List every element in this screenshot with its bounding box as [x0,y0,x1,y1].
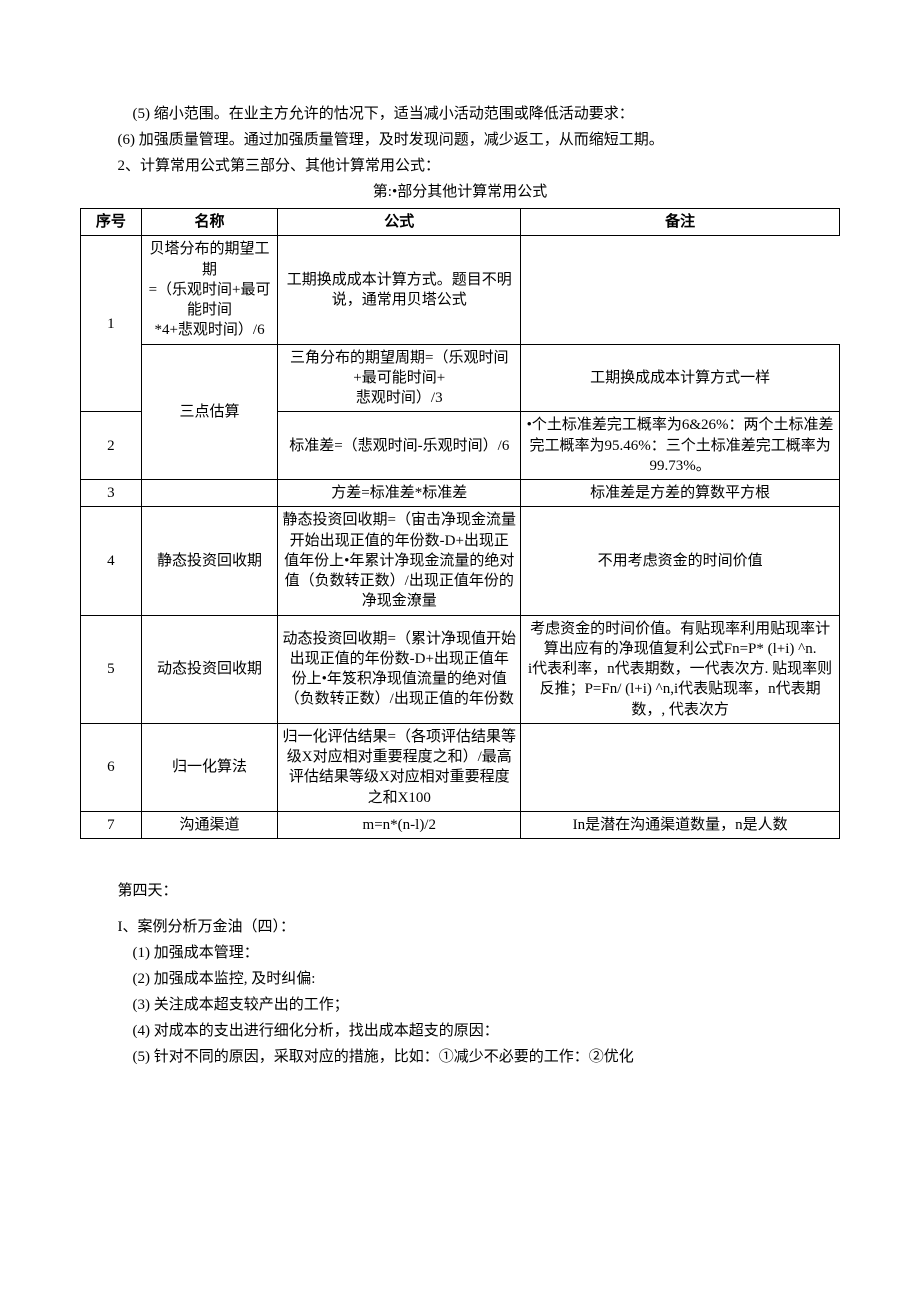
cell-seq: 3 [81,480,142,507]
cell-name: 静态投资回收期 [141,507,278,615]
cell-formula: 方差=标准差*标准差 [278,480,521,507]
table-header-row: 序号 名称 公式 备注 [81,209,840,236]
paragraph: 第:•部分其他计算常用公式 [80,180,840,204]
table-row: 4静态投资回收期静态投资回收期=（宙击净现金流量开始出现正值的年份数-D+出现正… [81,507,840,615]
paragraph: (4) 对成本的支出进行细化分析，找出成本超支的原因： [80,1019,840,1043]
cell-seq: 4 [81,507,142,615]
table-row: 1贝塔分布的期望工期=（乐观时间+最可能时间*4+悲观时间）/6工期换成成本计算… [81,236,840,344]
paragraph: (1) 加强成本管理： [80,941,840,965]
paragraph: (6) 加强质量管理。通过加强质量管理，及时发现问题，减少返工，从而缩短工期。 [80,128,840,152]
cell-formula: 归一化评估结果=（各项评估结果等级X对应相对重要程度之和）/最高评估结果等级X对… [278,723,521,811]
cell-note: 工期换成成本计算方式一样 [521,344,840,412]
cell-note [521,723,840,811]
cell-note: •个土标准差完工概率为6&26%：两个土标准差完工概率为95.46%：三个土标准… [521,412,840,480]
cell-name: 三点估算 [141,344,278,480]
cell-name: 沟通渠道 [141,811,278,838]
cell-note: 考虑资金的时间价值。有贴现率利用贴现率计算出应有的净现值复利公式Fn=P* (l… [521,615,840,723]
cell-seq: 7 [81,811,142,838]
paragraph: (2) 加强成本监控, 及时纠偏: [80,967,840,991]
cell-formula: 贝塔分布的期望工期=（乐观时间+最可能时间*4+悲观时间）/6 [141,236,278,344]
table-row: 7沟通渠道m=n*(n-l)/2In是潜在沟通渠道数量，n是人数 [81,811,840,838]
paragraph: I、案例分析万金油（四）： [80,915,840,939]
pre-paragraphs: (5) 缩小范围。在业主方允许的怙况下，适当减小活动范围或降低活动要求：(6) … [80,102,840,204]
table-row: 三点估算三角分布的期望周期=（乐观时间+最可能时间+悲观时间）/3工期换成成本计… [81,344,840,412]
cell-formula: m=n*(n-l)/2 [278,811,521,838]
table-row: 3 方差=标准差*标准差标准差是方差的算数平方根 [81,480,840,507]
cell-note: 标准差是方差的算数平方根 [521,480,840,507]
cell-note: In是潜在沟通渠道数量，n是人数 [521,811,840,838]
table-row: 6归一化算法归一化评估结果=（各项评估结果等级X对应相对重要程度之和）/最高评估… [81,723,840,811]
header-formula: 公式 [278,209,521,236]
post-paragraphs: 第四天： I、案例分析万金油（四）：(1) 加强成本管理：(2) 加强成本监控, … [80,879,840,1069]
cell-seq: 2 [81,412,142,480]
cell-seq: 5 [81,615,142,723]
cell-name [141,480,278,507]
header-seq: 序号 [81,209,142,236]
cell-name: 归一化算法 [141,723,278,811]
cell-formula: 动态投资回收期=（累计净现值开始出现正值的年份数-D+出现正值年份上•年笈积净现… [278,615,521,723]
cell-seq: 6 [81,723,142,811]
header-name: 名称 [141,209,278,236]
cell-seq: 1 [81,236,142,412]
table-row: 5动态投资回收期动态投资回收期=（累计净现值开始出现正值的年份数-D+出现正值年… [81,615,840,723]
paragraph: 第四天： [80,879,840,903]
paragraph: 2、计算常用公式第三部分、其他计算常用公式： [80,154,840,178]
header-note: 备注 [521,209,840,236]
paragraph: (3) 关注成本超支较产出的工作； [80,993,840,1017]
cell-formula: 静态投资回收期=（宙击净现金流量开始出现正值的年份数-D+出现正值年份上•年累计… [278,507,521,615]
formula-table: 序号 名称 公式 备注 1贝塔分布的期望工期=（乐观时间+最可能时间*4+悲观时… [80,208,840,839]
cell-formula: 三角分布的期望周期=（乐观时间+最可能时间+悲观时间）/3 [278,344,521,412]
cell-note: 工期换成成本计算方式。题目不明说，通常用贝塔公式 [278,236,521,344]
paragraph: (5) 缩小范围。在业主方允许的怙况下，适当减小活动范围或降低活动要求： [80,102,840,126]
paragraph: (5) 针对不同的原因，采取对应的措施，比如：①减少不必要的工作：②优化 [80,1045,840,1069]
cell-note: 不用考虑资金的时间价值 [521,507,840,615]
cell-name: 动态投资回收期 [141,615,278,723]
cell-formula: 标准差=（悲观时间-乐观时间）/6 [278,412,521,480]
